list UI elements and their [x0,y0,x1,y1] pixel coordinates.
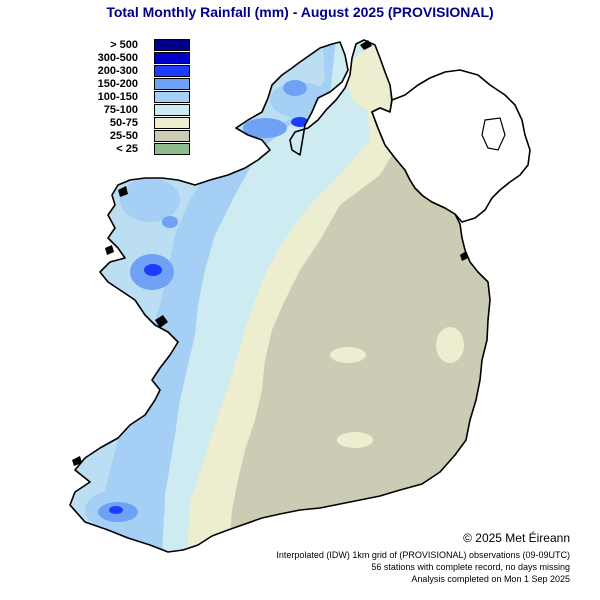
legend-label: > 500 [110,39,138,51]
legend-label: 50-75 [109,117,138,129]
band-150-200-donegal [283,80,307,96]
map-title: Total Monthly Rainfall (mm) - August 202… [106,4,494,20]
island-lambay [460,251,468,261]
legend-row: 200-300 [80,65,190,78]
band-50-75-midlands [330,347,366,363]
legend-label: < 25 [116,143,138,155]
legend-swatch [154,65,190,77]
legend-row: < 25 [80,143,190,156]
legend-row: 300-500 [80,52,190,65]
legend-label: 300-500 [97,52,138,64]
legend-swatch [154,91,190,103]
legend-swatch [154,130,190,142]
island-west [105,245,114,255]
legend-label: 100-150 [97,91,138,103]
footer-method: Interpolated (IDW) 1km grid of (PROVISIO… [276,550,570,560]
legend-row: 50-75 [80,117,190,130]
footer-stations: 56 stations with complete record, no day… [371,562,570,572]
lough-neagh-outline [481,117,506,151]
legend-label: 200-300 [97,65,138,77]
band-50-75-south [337,432,373,448]
band-50-75-inishowen [348,50,392,110]
band-200-300-connemara [144,264,162,276]
island-blasket [72,456,82,466]
footer-analysis-date: Analysis completed on Mon 1 Sep 2025 [411,574,570,584]
legend-swatch [154,143,190,155]
legend-row: 100-150 [80,91,190,104]
legend-row: 25-50 [80,130,190,143]
band-200-300-southwest [109,506,123,514]
copyright-notice: © 2025 Met Éireann [463,531,570,545]
band-150-200-mayo [162,216,178,228]
legend-row: > 500 [80,39,190,52]
legend-swatch [154,78,190,90]
band-150-200-north [243,118,287,138]
band-100-150-kerry [105,395,175,445]
island-north [360,40,372,50]
island-achill [118,186,128,197]
northern-ireland-area [371,69,531,223]
legend-row: 75-100 [80,104,190,117]
band-100-150-mayo [120,178,180,222]
legend-swatch [154,117,190,129]
legend-row: 150-200 [80,78,190,91]
legend-swatch [154,104,190,116]
legend-swatch [154,39,190,51]
band-50-75-east [436,327,464,363]
legend-label: 75-100 [103,104,138,116]
legend-swatch [154,52,190,64]
legend-label: 150-200 [97,78,138,90]
island-aran [155,315,168,328]
legend-label: 25-50 [109,130,138,142]
